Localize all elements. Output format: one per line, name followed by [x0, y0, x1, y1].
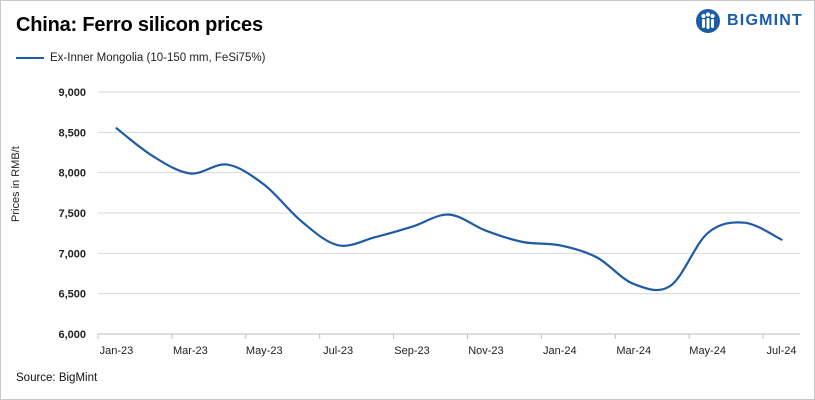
x-tick-label: May-23: [246, 345, 283, 357]
bigmint-logo-icon: [696, 9, 721, 33]
y-tick-label: 6,500: [58, 289, 86, 301]
x-tick-label: Jan-23: [100, 345, 134, 357]
x-tick-label: Nov-23: [468, 345, 503, 357]
series-line: [115, 127, 783, 292]
brand-name: BIGMINT: [727, 12, 803, 29]
x-tick-label: Jul-24: [767, 345, 797, 357]
y-tick-label: 7,500: [58, 208, 86, 220]
x-tick-label: Jul-23: [323, 345, 353, 357]
legend-swatch: [16, 57, 44, 59]
chart-title: China: Ferro silicon prices: [16, 14, 263, 36]
x-tick-label: Mar-23: [173, 345, 208, 357]
y-tick-label: 8,500: [58, 127, 86, 139]
legend-label: Ex-Inner Mongolia (10-150 mm, FeSi75%): [50, 52, 266, 64]
x-tick-label: Jan-24: [543, 345, 577, 357]
x-tick-label: Sep-23: [394, 345, 429, 357]
x-tick-label: Mar-24: [616, 345, 651, 357]
bigmint-logo: BIGMINT: [695, 8, 803, 34]
y-tick-label: 8,000: [58, 168, 86, 180]
y-tick-label: 7,000: [58, 248, 86, 260]
x-tick-label: May-24: [689, 345, 726, 357]
chart-legend: Ex-Inner Mongolia (10-150 mm, FeSi75%): [16, 52, 265, 64]
y-tick-label: 6,000: [58, 329, 86, 341]
source-note: Source: BigMint: [16, 372, 98, 384]
y-tick-label: 9,000: [58, 87, 86, 99]
